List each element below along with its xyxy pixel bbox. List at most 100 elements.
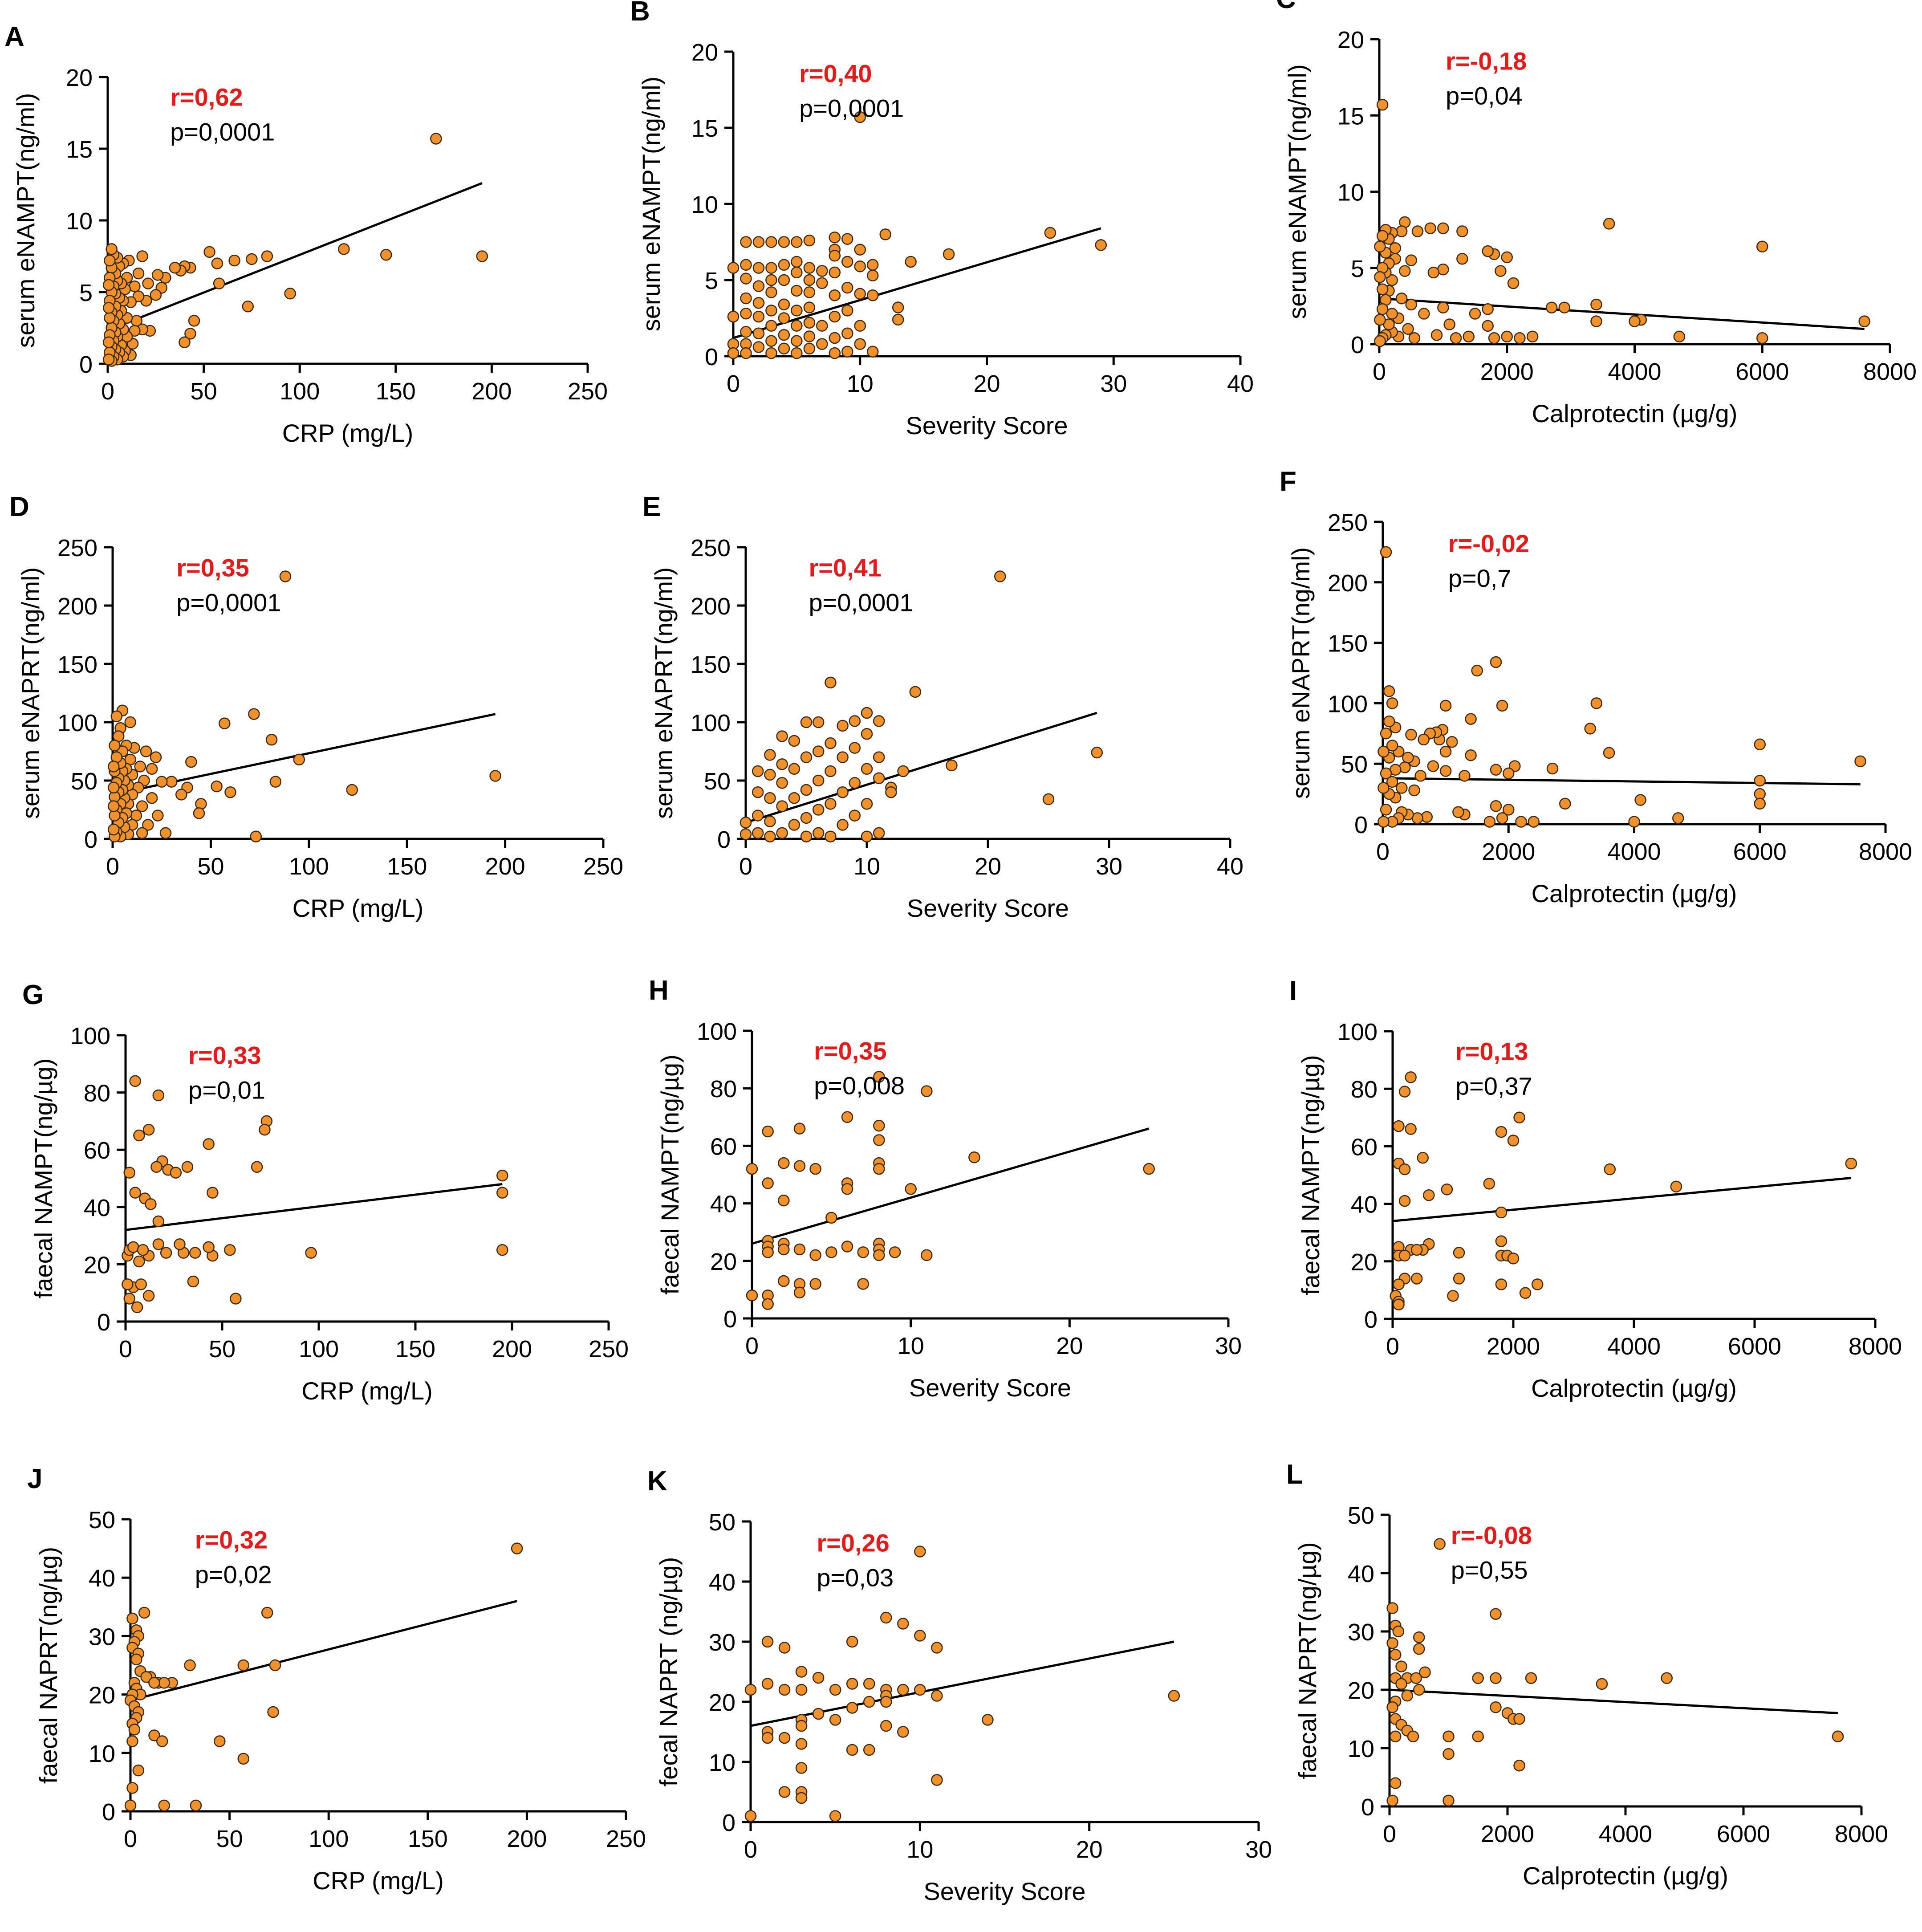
- panel-g-data-point: [174, 1238, 186, 1250]
- panel-b-data-point: [854, 111, 866, 123]
- panel-b-data-point: [778, 298, 790, 310]
- panel-k-y-tick-label: 40: [709, 1569, 735, 1596]
- panel-f-data-point: [1465, 713, 1477, 725]
- panel-b-data-point: [841, 327, 853, 339]
- panel-f-y-tick-label: 200: [1328, 570, 1368, 597]
- panel-f-data-point: [1380, 804, 1392, 816]
- panel-e-y-tick-label: 50: [704, 768, 731, 795]
- panel-f-data-point: [1380, 546, 1392, 558]
- panel-b-data-point: [816, 265, 828, 277]
- panel-d-data-point: [146, 763, 158, 775]
- panel-e-data-point: [800, 812, 813, 824]
- panel-b-data-point: [866, 289, 879, 301]
- panel-e-data-point: [776, 758, 788, 770]
- panel-g-data-point: [152, 1089, 165, 1102]
- panel-i-data-point: [1447, 1290, 1459, 1302]
- panel-e-data-point: [849, 715, 861, 727]
- panel-e-y-tick-label: 250: [691, 535, 731, 561]
- panel-e-data-point: [776, 827, 788, 839]
- panel-i-data-point: [1845, 1157, 1857, 1170]
- panel-c-data-point: [1629, 315, 1641, 327]
- panel-l-data-point: [1490, 1608, 1502, 1620]
- panel-l-data-point: [1661, 1672, 1673, 1684]
- panel-f-y-tick-label: 50: [1341, 751, 1368, 778]
- panel-d-data-point: [165, 776, 178, 788]
- panel-h-y-tick-label: 100: [697, 1018, 737, 1045]
- panel-e-data-point: [897, 765, 909, 777]
- panel-j-x-tick-label: 100: [309, 1826, 349, 1852]
- panel-c-y-tick-label: 5: [1351, 256, 1364, 282]
- panel-k-data-point: [829, 1684, 841, 1696]
- panel-e-y-tick-label: 200: [691, 593, 731, 620]
- panel-k-data-point: [761, 1635, 774, 1648]
- panel-e-data-point: [788, 819, 800, 831]
- panel-h-data-point: [809, 1278, 821, 1290]
- panel-e-r-value: r=0,41: [809, 554, 882, 582]
- panel-c-data-point: [1399, 265, 1411, 277]
- panel-j-data-point: [126, 1735, 138, 1747]
- panel-k-data-point: [778, 1642, 791, 1654]
- panel-b-data-point: [752, 297, 765, 309]
- panel-b-data-point: [778, 342, 790, 355]
- panel-c-data-point: [1408, 332, 1421, 344]
- panel-d-data-point: [150, 751, 162, 763]
- panel-c-data-point: [1673, 330, 1686, 343]
- panel-g-data-point: [150, 1161, 163, 1173]
- panel-a-data-point: [136, 250, 148, 262]
- panel-l-data-point: [1443, 1730, 1455, 1743]
- panel-e-data-point: [752, 786, 764, 798]
- panel-a-data-point: [476, 250, 488, 262]
- panel-g-letter: G: [22, 980, 44, 1010]
- panel-j-r-value: r=0,32: [195, 1526, 268, 1554]
- panel-k-y-tick-label: 20: [709, 1689, 735, 1716]
- panel-f-data-point: [1754, 797, 1766, 810]
- panel-h-data-point: [857, 1278, 869, 1290]
- panel-k-data-point: [931, 1690, 943, 1702]
- panel-a-data-point: [184, 328, 196, 340]
- panel-g-data-point: [203, 1241, 215, 1253]
- panel-g-data-point: [203, 1138, 215, 1150]
- panel-k-data-point: [761, 1678, 774, 1690]
- panel-d-y-tick-label: 50: [71, 768, 98, 795]
- panel-i-x-tick-label: 0: [1386, 1333, 1399, 1360]
- panel-f-data-point: [1378, 782, 1390, 794]
- panel-f-data-point: [1386, 776, 1398, 788]
- panel-l-data-point: [1390, 1777, 1402, 1789]
- panel-i-y-tick-label: 100: [1337, 1019, 1378, 1045]
- panel-k-data-point: [914, 1684, 926, 1696]
- panel-d-data-point: [146, 792, 158, 804]
- panel-l-y-tick-label: 20: [1348, 1677, 1374, 1704]
- panel-e-data-point: [776, 800, 788, 812]
- panel-g-x-tick-label: 150: [395, 1336, 435, 1363]
- panel-e-data-point: [861, 830, 873, 843]
- panel-l-data-point: [1525, 1672, 1537, 1684]
- panel-a-data-point: [203, 246, 215, 258]
- panel-g-data-point: [189, 1247, 201, 1259]
- panel-g-y-tick-label: 40: [84, 1195, 110, 1221]
- panel-k-data-point: [914, 1546, 926, 1558]
- panel-e-data-point: [849, 777, 861, 789]
- panel-l-data-point: [1832, 1730, 1844, 1743]
- panel-f-data-point: [1603, 747, 1615, 759]
- panel-h-data-point: [921, 1085, 933, 1097]
- panel-f-data-point: [1590, 697, 1603, 709]
- panel-e-data-point: [776, 777, 788, 789]
- panel-g-p-value: p=0,01: [188, 1076, 265, 1104]
- panel-a-data-point: [188, 315, 200, 327]
- panel-b-data-point: [791, 256, 803, 268]
- panel-c-y-tick-label: 10: [1337, 179, 1364, 206]
- panel-g-data-point: [135, 1278, 147, 1290]
- panel-c-data-point: [1437, 222, 1449, 234]
- panel-j-y-axis-title: faecal NAPRT(ng/µg): [34, 1547, 62, 1784]
- panel-f-data-point: [1418, 733, 1430, 746]
- panel-b-data-point: [752, 341, 765, 353]
- panel-l-data-point: [1413, 1631, 1425, 1643]
- panel-i-data-point: [1410, 1273, 1423, 1285]
- panel-f-data-point: [1634, 794, 1646, 806]
- panel-b-data-point: [740, 273, 752, 285]
- panel-k-x-tick-label: 0: [744, 1836, 757, 1863]
- panel-f-data-point: [1378, 816, 1390, 828]
- panel-j-data-point: [190, 1799, 202, 1812]
- panel-h-data-point: [921, 1249, 933, 1261]
- panel-c-data-point: [1386, 308, 1398, 320]
